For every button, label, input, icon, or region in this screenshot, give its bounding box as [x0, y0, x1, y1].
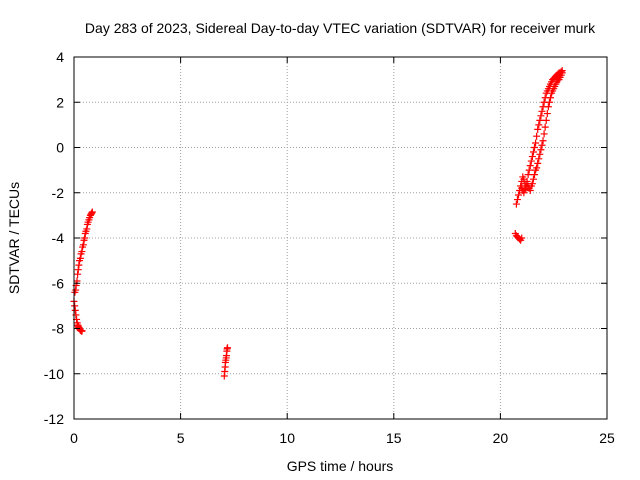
data-point [544, 103, 552, 111]
data-layer [70, 67, 566, 380]
data-point [529, 175, 537, 183]
data-point [518, 234, 526, 242]
data-point [531, 171, 539, 179]
data-point [512, 200, 520, 208]
y-axis-label: SDTVAR / TECUs [6, 182, 22, 294]
data-point [74, 266, 82, 274]
tick-layer: 0 5 10 15 20 25 -12 -10 -8 -6 -4 -2 0 2 4 [44, 49, 615, 446]
data-point [81, 234, 89, 242]
y-tick-label: -6 [52, 275, 65, 291]
x-tick-label: 25 [599, 430, 615, 446]
data-point [540, 130, 548, 138]
y-tick-label: -12 [44, 411, 64, 427]
chart-title: Day 283 of 2023, Sidereal Day-to-day VTE… [85, 20, 596, 36]
data-point [526, 186, 534, 194]
data-point [525, 166, 533, 174]
data-point [558, 69, 566, 77]
y-tick-label: -2 [52, 185, 65, 201]
y-tick-label: 0 [56, 140, 64, 156]
data-point [537, 146, 545, 154]
data-point [535, 121, 543, 129]
data-point [79, 241, 87, 249]
data-point [513, 196, 521, 204]
data-point [78, 248, 86, 256]
y-tick-label: 4 [56, 49, 64, 65]
data-point [83, 225, 91, 233]
data-point [76, 254, 84, 262]
data-point [527, 157, 535, 165]
data-point [75, 261, 83, 269]
data-point [526, 162, 534, 170]
data-point [543, 110, 551, 118]
data-point [71, 306, 79, 314]
data-point [538, 141, 546, 149]
data-point [88, 209, 96, 217]
data-point [72, 311, 80, 319]
data-point [531, 144, 539, 151]
data-point [520, 189, 528, 197]
x-tick-label: 20 [493, 430, 509, 446]
x-tick-label: 15 [386, 430, 402, 446]
data-point [542, 116, 550, 124]
data-point [529, 148, 537, 156]
data-point [536, 116, 544, 124]
y-tick-label: -4 [52, 230, 65, 246]
data-point [535, 155, 543, 163]
data-point [547, 94, 555, 102]
data-point [534, 159, 542, 167]
data-point [545, 98, 553, 106]
data-point [74, 270, 82, 278]
data-point [521, 185, 529, 193]
x-axis-label: GPS time / hours [287, 458, 394, 474]
data-point [534, 125, 542, 133]
data-point [532, 139, 540, 147]
series-segment-3 [511, 67, 566, 244]
y-tick-label: -8 [52, 321, 65, 337]
data-point [541, 123, 549, 131]
data-point [527, 182, 535, 190]
y-tick-label: -10 [44, 366, 64, 382]
x-tick-label: 10 [279, 430, 295, 446]
data-point [224, 344, 232, 352]
data-point [533, 132, 541, 140]
x-tick-label: 0 [70, 430, 78, 446]
data-point [88, 208, 96, 216]
data-point [536, 150, 544, 158]
data-point [528, 153, 536, 161]
x-tick-label: 5 [177, 430, 185, 446]
data-point [539, 137, 547, 145]
grid-layer [74, 57, 607, 419]
series-segment-2 [220, 344, 232, 380]
data-point [537, 112, 545, 120]
data-point [533, 164, 541, 172]
data-point [538, 107, 546, 115]
data-point [515, 191, 523, 199]
data-point [71, 302, 79, 310]
data-point [524, 171, 532, 179]
data-point [78, 327, 86, 335]
y-tick-label: 2 [56, 94, 64, 110]
